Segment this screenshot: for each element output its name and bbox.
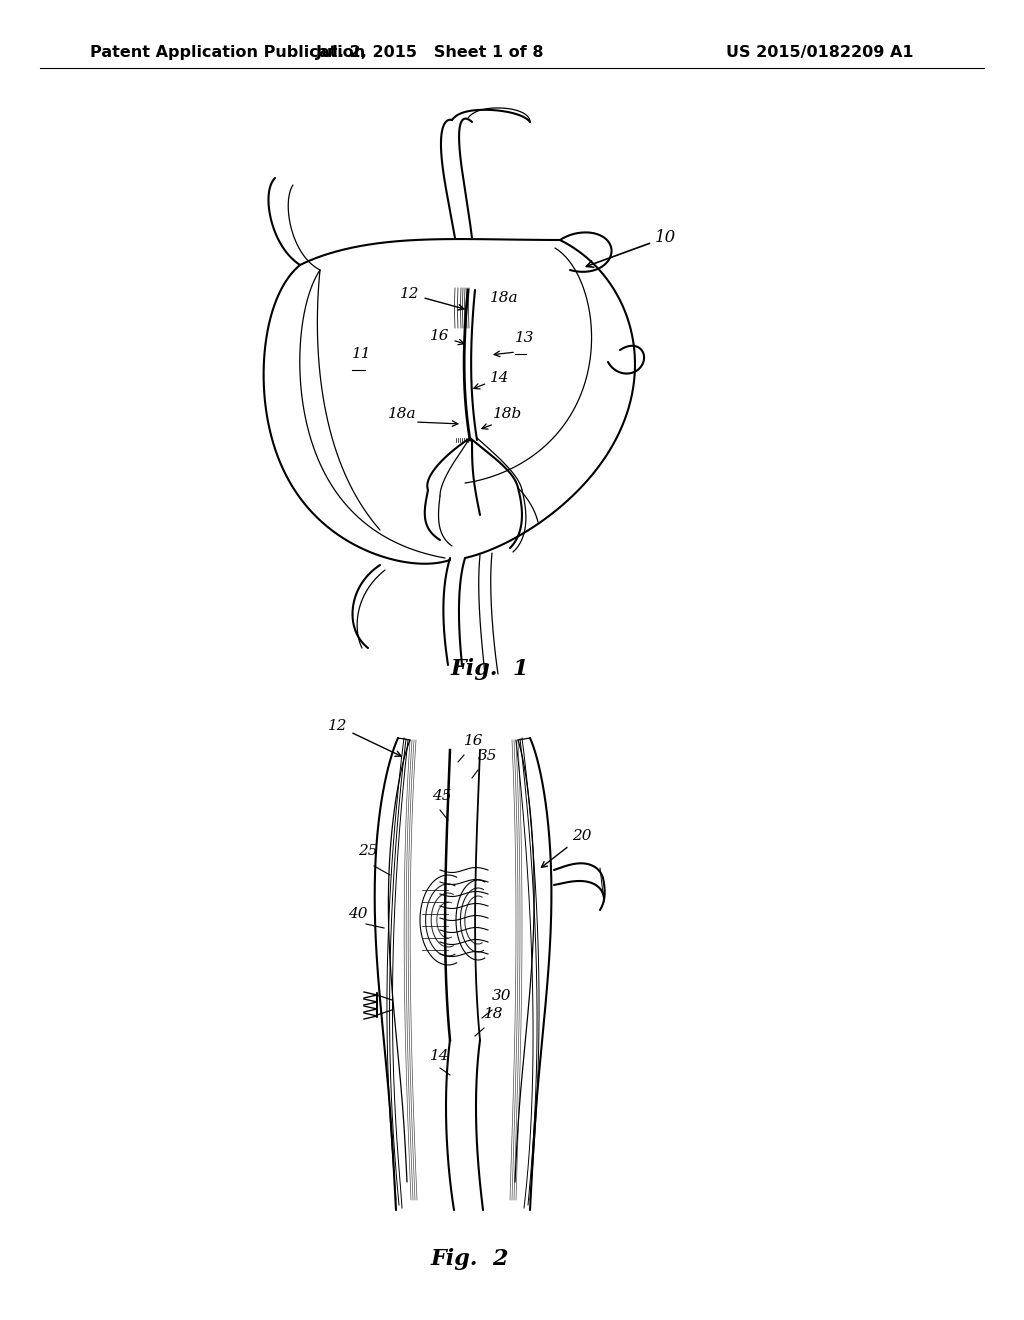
Text: 18b: 18b xyxy=(493,407,522,421)
Text: 12: 12 xyxy=(400,286,464,310)
Text: 40: 40 xyxy=(348,907,368,921)
Text: 10: 10 xyxy=(587,228,676,267)
Text: 35: 35 xyxy=(478,748,498,763)
Text: 16: 16 xyxy=(430,329,464,345)
Text: 14: 14 xyxy=(474,371,510,389)
Text: 13: 13 xyxy=(515,331,535,345)
Text: 18: 18 xyxy=(484,1007,504,1020)
Text: 12: 12 xyxy=(328,719,401,756)
Text: Patent Application Publication: Patent Application Publication xyxy=(90,45,366,59)
Text: 14: 14 xyxy=(430,1049,450,1063)
Text: 18a: 18a xyxy=(388,407,417,421)
Text: 30: 30 xyxy=(492,989,512,1003)
Text: Fig.  2: Fig. 2 xyxy=(431,1247,509,1270)
Text: Fig.  1: Fig. 1 xyxy=(451,657,529,680)
Text: 16: 16 xyxy=(464,734,483,748)
Text: 18a: 18a xyxy=(490,290,518,305)
Text: 25: 25 xyxy=(358,843,378,858)
Text: 11: 11 xyxy=(352,347,372,360)
Text: US 2015/0182209 A1: US 2015/0182209 A1 xyxy=(726,45,913,59)
Text: 20: 20 xyxy=(542,829,592,867)
Text: 45: 45 xyxy=(432,789,452,803)
Text: Jul. 2, 2015   Sheet 1 of 8: Jul. 2, 2015 Sheet 1 of 8 xyxy=(315,45,544,59)
